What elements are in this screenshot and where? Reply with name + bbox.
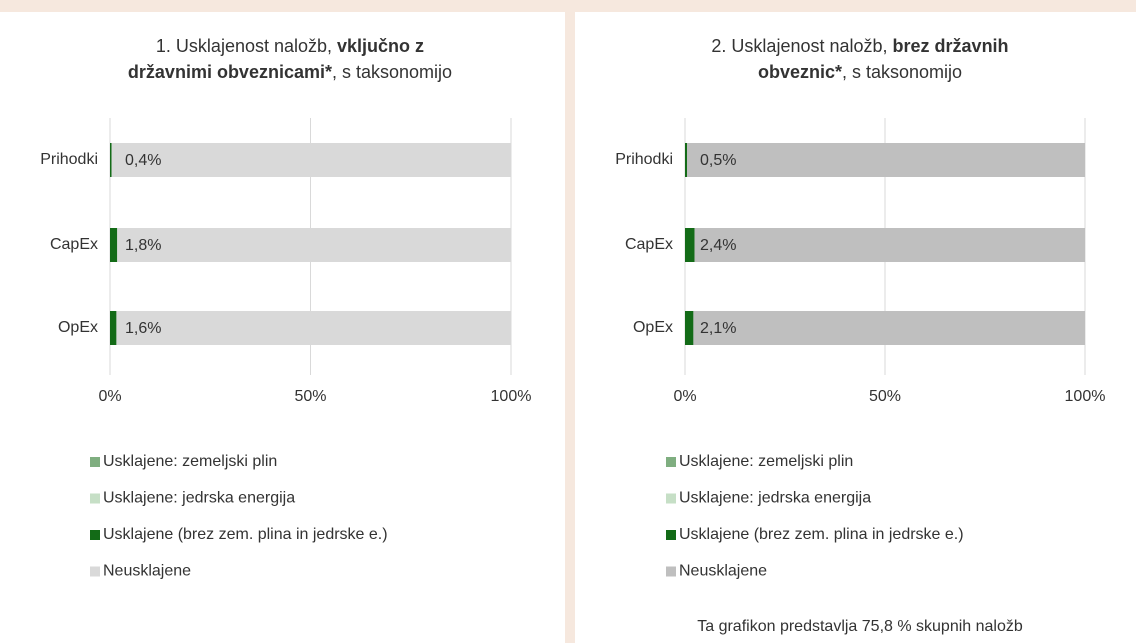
value-label: 1,6%: [125, 320, 161, 337]
title-segment: 1. Usklajenost naložb,: [156, 36, 337, 56]
legend-swatch: [90, 457, 100, 467]
chart-title: državnimi obveznicami*, s taksonomijo: [128, 62, 452, 82]
legend-label: Neusklajene: [679, 563, 767, 580]
y-tick-label: CapEx: [50, 236, 98, 253]
title-segment: , s taksonomijo: [332, 62, 452, 82]
legend-label: Usklajene: zemeljski plin: [103, 453, 277, 470]
bar-segment: [694, 228, 1085, 262]
bar-segment: [116, 311, 511, 345]
x-tick-label: 100%: [491, 388, 532, 405]
bar-segment: [685, 143, 687, 177]
chart-title: 1. Usklajenost naložb, vključno z: [156, 36, 424, 56]
chart-title: 2. Usklajenost naložb, brez državnih: [711, 36, 1008, 56]
bar-segment: [117, 228, 511, 262]
chart-title: obveznic*, s taksonomijo: [758, 62, 962, 82]
x-tick-label: 50%: [294, 388, 326, 405]
value-label: 2,4%: [700, 237, 736, 254]
bar-segment: [685, 228, 695, 262]
legend-swatch: [90, 493, 100, 504]
x-tick-label: 0%: [673, 388, 696, 405]
legend-label: Usklajene: zemeljski plin: [679, 453, 853, 470]
value-label: 1,8%: [125, 237, 161, 254]
legend-swatch: [90, 530, 100, 540]
y-tick-label: Prihodki: [615, 151, 673, 168]
bar-segment: [110, 143, 112, 177]
bar-segment: [687, 143, 1085, 177]
bar-segment: [110, 311, 117, 345]
bar-segment: [110, 228, 118, 262]
bar-segment: [685, 311, 694, 345]
title-segment: vključno z: [337, 36, 424, 56]
legend-label: Neusklajene: [103, 563, 191, 580]
title-segment: 2. Usklajenost naložb,: [711, 36, 892, 56]
legend-swatch: [666, 493, 676, 504]
legend-swatch: [90, 566, 100, 577]
value-label: 0,5%: [700, 152, 736, 169]
bar-segment: [693, 311, 1085, 345]
y-tick-label: CapEx: [625, 236, 673, 253]
title-segment: brez državnih: [893, 36, 1009, 56]
value-label: 0,4%: [125, 152, 161, 169]
x-tick-label: 0%: [98, 388, 121, 405]
title-segment: obveznic*: [758, 62, 842, 82]
bar-segment: [111, 143, 511, 177]
legend-label: Usklajene (brez zem. plina in jedrske e.…: [103, 526, 388, 543]
legend-label: Usklajene (brez zem. plina in jedrske e.…: [679, 526, 964, 543]
title-segment: državnimi obveznicami*: [128, 62, 332, 82]
y-tick-label: OpEx: [633, 319, 673, 336]
x-tick-label: 50%: [869, 388, 901, 405]
legend-swatch: [666, 566, 676, 577]
x-tick-label: 100%: [1065, 388, 1106, 405]
title-segment: , s taksonomijo: [842, 62, 962, 82]
value-label: 2,1%: [700, 320, 736, 337]
legend-swatch: [666, 457, 676, 467]
y-tick-label: OpEx: [58, 319, 98, 336]
legend-label: Usklajene: jedrska energija: [679, 490, 871, 507]
annotation: Ta grafikon predstavlja 75,8 % skupnih n…: [697, 618, 1023, 635]
y-tick-label: Prihodki: [40, 151, 98, 168]
legend-label: Usklajene: jedrska energija: [103, 490, 295, 507]
legend-swatch: [666, 530, 676, 540]
